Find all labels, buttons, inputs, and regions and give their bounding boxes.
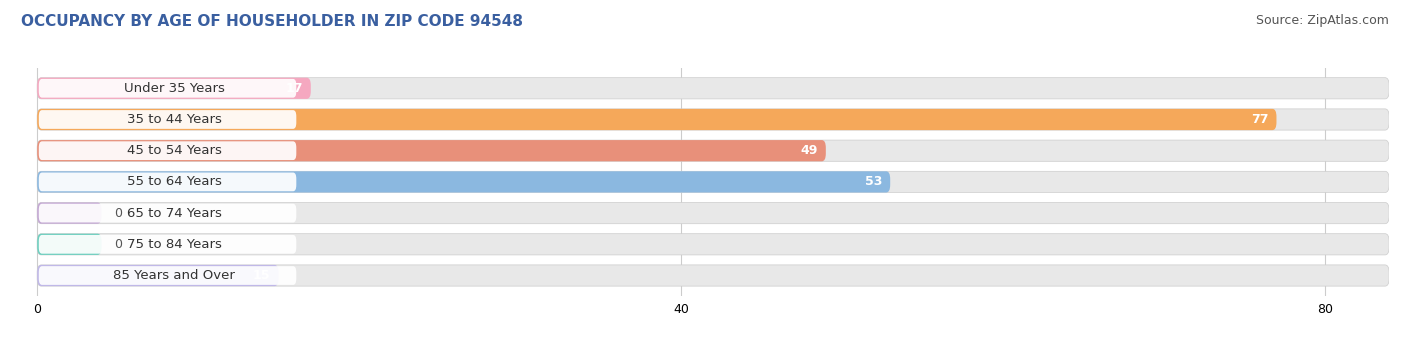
Text: 17: 17: [285, 82, 302, 95]
Text: 85 Years and Over: 85 Years and Over: [112, 269, 235, 282]
Text: 0: 0: [114, 207, 122, 220]
FancyBboxPatch shape: [37, 109, 1389, 130]
FancyBboxPatch shape: [37, 78, 1389, 99]
Text: 77: 77: [1251, 113, 1268, 126]
FancyBboxPatch shape: [37, 234, 101, 255]
Text: Source: ZipAtlas.com: Source: ZipAtlas.com: [1256, 14, 1389, 27]
Text: 0: 0: [114, 238, 122, 251]
FancyBboxPatch shape: [39, 235, 297, 254]
FancyBboxPatch shape: [37, 109, 1277, 130]
FancyBboxPatch shape: [39, 204, 297, 222]
FancyBboxPatch shape: [39, 110, 297, 129]
Text: 75 to 84 Years: 75 to 84 Years: [127, 238, 221, 251]
Text: 49: 49: [800, 144, 818, 157]
Text: 15: 15: [253, 269, 270, 282]
FancyBboxPatch shape: [39, 141, 297, 160]
Text: 45 to 54 Years: 45 to 54 Years: [127, 144, 221, 157]
FancyBboxPatch shape: [39, 172, 297, 191]
FancyBboxPatch shape: [39, 266, 297, 285]
Text: 53: 53: [865, 175, 882, 188]
FancyBboxPatch shape: [37, 78, 311, 99]
FancyBboxPatch shape: [37, 203, 1389, 224]
Text: OCCUPANCY BY AGE OF HOUSEHOLDER IN ZIP CODE 94548: OCCUPANCY BY AGE OF HOUSEHOLDER IN ZIP C…: [21, 14, 523, 29]
FancyBboxPatch shape: [37, 265, 278, 286]
Text: Under 35 Years: Under 35 Years: [124, 82, 225, 95]
FancyBboxPatch shape: [37, 265, 1389, 286]
Text: 65 to 74 Years: 65 to 74 Years: [127, 207, 221, 220]
Text: 35 to 44 Years: 35 to 44 Years: [127, 113, 221, 126]
FancyBboxPatch shape: [37, 140, 1389, 161]
Text: 55 to 64 Years: 55 to 64 Years: [127, 175, 221, 188]
FancyBboxPatch shape: [37, 171, 1389, 192]
FancyBboxPatch shape: [37, 140, 825, 161]
FancyBboxPatch shape: [37, 171, 890, 192]
FancyBboxPatch shape: [37, 203, 101, 224]
FancyBboxPatch shape: [39, 79, 297, 98]
FancyBboxPatch shape: [37, 234, 1389, 255]
